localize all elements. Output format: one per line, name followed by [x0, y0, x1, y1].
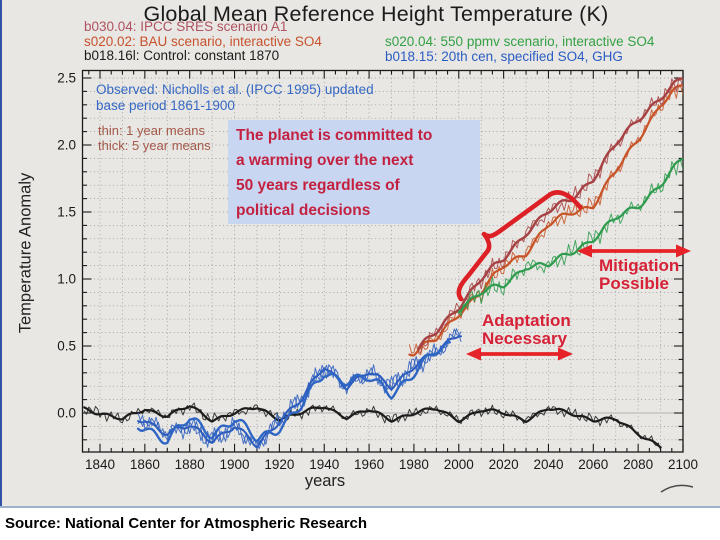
caption-divider-line — [0, 506, 720, 508]
svg-text:2.0: 2.0 — [57, 138, 76, 153]
chart-title: Global Mean Reference Height Temperature… — [143, 2, 609, 26]
x-axis-label: years — [304, 472, 346, 490]
legend-item-550ppmv: s020.04: 550 ppmv scenario, interactive … — [385, 34, 655, 49]
svg-text:1980: 1980 — [399, 457, 429, 472]
callout-line: The planet is committed to — [236, 127, 433, 144]
legend-item-a1: b030.04: IPCC SRES scenario A1 — [84, 19, 288, 34]
slide-left-accent-bar — [0, 0, 2, 506]
svg-text:2100: 2100 — [668, 457, 698, 472]
svg-text:1920: 1920 — [264, 457, 294, 472]
source-caption: Source: National Center for Atmospheric … — [5, 515, 368, 532]
line-weight-note: thin: 1 year means thick: 5 year means — [98, 123, 211, 153]
callout-line: 50 years regardless of — [236, 177, 400, 194]
observed-note: Observed: Nicholls et al. (IPCC 1995) up… — [96, 82, 374, 114]
line-weight-note-thin: thin: 1 year means — [98, 123, 205, 138]
svg-text:1.0: 1.0 — [57, 272, 76, 287]
y-axis-label: Temperature Anomaly — [16, 172, 35, 334]
legend-item-20thcen: b018.15: 20th cen, specified SO4, GHG — [385, 48, 623, 64]
legend-item-control: b018.16l: Control: constant 1870 — [84, 48, 280, 64]
legend-left-column: b030.04: IPCC SRES scenario A1 s020.02: … — [84, 19, 322, 64]
adaptation-necessary-label: Adaptation Necessary — [482, 311, 571, 348]
svg-text:2.5: 2.5 — [57, 71, 76, 86]
callout-line: political decisions — [236, 202, 371, 219]
observed-note-line1: Observed: Nicholls et al. (IPCC 1995) up… — [96, 82, 374, 97]
brace-annotation — [456, 190, 583, 302]
svg-text:2040: 2040 — [533, 457, 563, 472]
svg-text:1.5: 1.5 — [57, 205, 76, 220]
svg-text:1960: 1960 — [354, 457, 384, 472]
line-weight-note-thick: thick: 5 year means — [98, 138, 211, 153]
temperature-chart: 1840 1860 1880 1900 1920 1940 1960 1980 2000 2020… — [57, 69, 698, 493]
svg-text:0.0: 0.0 — [57, 406, 76, 421]
svg-text:1840: 1840 — [85, 457, 115, 472]
observed-note-line2: base period 1861-1900 — [96, 98, 235, 113]
callout-line: a warming over the next — [236, 152, 414, 169]
svg-text:1940: 1940 — [309, 457, 339, 472]
svg-text:1880: 1880 — [175, 457, 205, 472]
legend-right-column: s020.04: 550 ppmv scenario, interactive … — [385, 34, 655, 64]
svg-text:1860: 1860 — [130, 457, 160, 472]
svg-text:2000: 2000 — [444, 457, 474, 472]
svg-text:1900: 1900 — [220, 457, 250, 472]
svg-text:2020: 2020 — [489, 457, 519, 472]
svg-text:2080: 2080 — [623, 457, 653, 472]
svg-text:0.5: 0.5 — [57, 339, 76, 354]
committed-warming-callout: The planet is committed to a warming ove… — [228, 120, 480, 224]
mitigation-possible-label: Mitigation Possible — [599, 256, 680, 293]
legend-item-bau: s020.02: BAU scenario, interactive SO4 — [84, 33, 322, 49]
svg-text:2060: 2060 — [578, 457, 608, 472]
